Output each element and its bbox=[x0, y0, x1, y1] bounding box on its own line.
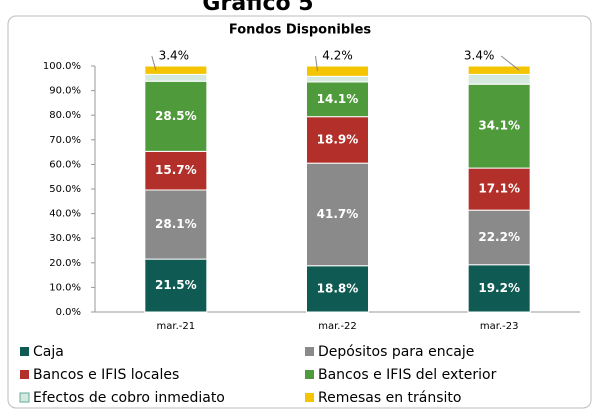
bar-segment bbox=[306, 81, 369, 118]
legend-swatch bbox=[305, 347, 314, 356]
legend-swatch bbox=[20, 347, 29, 356]
x-tick-label: mar.-22 bbox=[318, 321, 357, 332]
bar-segment bbox=[144, 189, 208, 260]
data-label: 22.2% bbox=[478, 230, 520, 244]
chart-subtitle: Fondos Disponibles bbox=[229, 23, 372, 38]
y-tick-label: 0.0% bbox=[56, 307, 81, 318]
bar-segment bbox=[467, 209, 531, 266]
data-label: 28.5% bbox=[155, 109, 197, 123]
data-label: 15.7% bbox=[155, 163, 197, 177]
bar-segment bbox=[144, 80, 208, 152]
y-tick-label: 60.0% bbox=[49, 159, 81, 170]
legend-swatch bbox=[305, 393, 314, 402]
data-label: 17.1% bbox=[478, 182, 520, 196]
y-tick-label: 20.0% bbox=[49, 258, 81, 269]
chart-title: Gráfico 5 bbox=[202, 0, 313, 16]
bar-segment bbox=[467, 73, 531, 85]
y-tick-label: 70.0% bbox=[49, 135, 81, 146]
legend-label: Remesas en tránsito bbox=[318, 390, 461, 406]
data-label: 14.1% bbox=[317, 92, 359, 106]
legend-swatch bbox=[20, 370, 29, 379]
leader-line bbox=[315, 55, 318, 72]
data-label: 18.8% bbox=[317, 281, 359, 295]
bar-segment bbox=[144, 258, 208, 313]
legend-label: Depósitos para encaje bbox=[318, 344, 474, 360]
data-label: 21.5% bbox=[155, 278, 197, 292]
x-tick-label: mar.-21 bbox=[157, 321, 196, 332]
bar-segment bbox=[306, 162, 369, 267]
y-tick-label: 100.0% bbox=[43, 61, 81, 72]
bar-segment bbox=[144, 73, 208, 82]
bar-segment bbox=[144, 65, 208, 75]
legend-label: Bancos e IFIS del exterior bbox=[318, 367, 497, 383]
bar-segment bbox=[467, 83, 531, 169]
data-label: 3.4% bbox=[464, 49, 495, 63]
bar-segment bbox=[306, 265, 369, 313]
legend-swatch bbox=[19, 392, 30, 403]
leader-line bbox=[500, 55, 520, 71]
y-tick-label: 40.0% bbox=[49, 209, 81, 220]
y-tick-label: 80.0% bbox=[49, 110, 81, 121]
legend-label: Bancos e IFIS locales bbox=[33, 367, 179, 383]
data-label: 34.1% bbox=[478, 119, 520, 133]
y-tick-label: 30.0% bbox=[49, 233, 81, 244]
y-tick-label: 90.0% bbox=[49, 86, 81, 97]
data-label: 28.1% bbox=[155, 217, 197, 231]
bar-segment bbox=[144, 150, 208, 191]
data-label: 4.2% bbox=[322, 49, 353, 63]
bar-segment bbox=[306, 65, 369, 77]
x-tick-label: mar.-23 bbox=[480, 321, 519, 332]
leader-line bbox=[151, 55, 157, 71]
legend-label: Efectos de cobro inmediato bbox=[33, 390, 225, 406]
data-label: 18.9% bbox=[317, 132, 359, 146]
data-label: 41.7% bbox=[317, 207, 359, 221]
bar-segment bbox=[467, 65, 531, 75]
y-tick-label: 10.0% bbox=[49, 282, 81, 293]
bar-segment bbox=[467, 264, 531, 313]
y-tick-label: 50.0% bbox=[49, 184, 81, 195]
data-label: 19.2% bbox=[478, 281, 520, 295]
legend-swatch bbox=[305, 370, 314, 379]
bar-segment bbox=[306, 75, 369, 83]
bar-segment bbox=[467, 167, 531, 211]
legend-label: Caja bbox=[33, 344, 64, 360]
data-label: 3.4% bbox=[159, 49, 190, 63]
